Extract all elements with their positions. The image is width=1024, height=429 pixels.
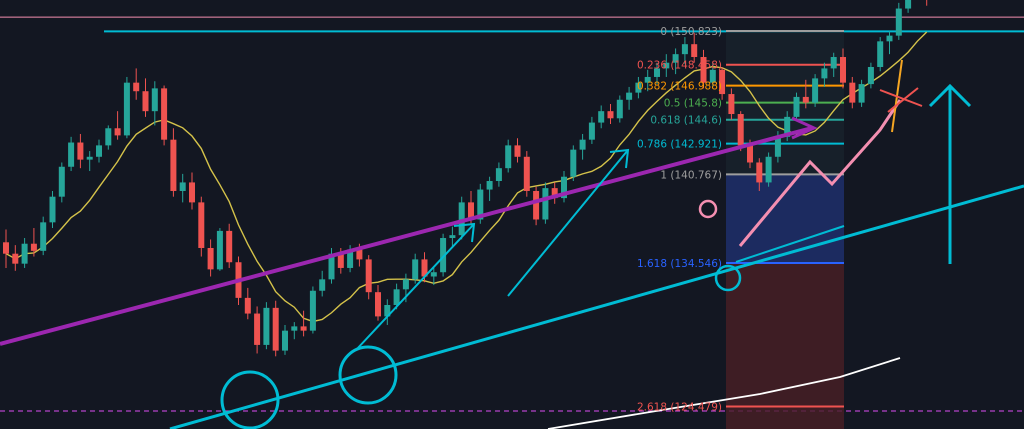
fib-band-red xyxy=(726,263,844,429)
horizontal-levels-layer xyxy=(0,0,1024,411)
candle-body-65 xyxy=(608,111,614,118)
candle-body-2 xyxy=(22,244,28,264)
candle-body-4 xyxy=(40,222,46,251)
candle-body-61 xyxy=(570,150,576,177)
candle-body-56 xyxy=(524,157,530,191)
candle-body-97 xyxy=(905,0,911,9)
fib-labels-layer: 0 (150.823) 0.236 (148.458) 0.382 (146.988… xyxy=(637,26,722,413)
candle-body-85 xyxy=(794,97,800,117)
fib-band-blue xyxy=(726,174,844,263)
candle-body-55 xyxy=(515,145,521,156)
candle-body-21 xyxy=(198,202,204,248)
candle-body-30 xyxy=(282,331,288,351)
candle-body-46 xyxy=(431,272,437,276)
candle-body-42 xyxy=(394,289,400,305)
fib-label-8: 2.618 (124.479) xyxy=(637,401,722,413)
candle-body-1 xyxy=(12,254,18,264)
candle-body-0 xyxy=(3,242,9,253)
candle-body-93 xyxy=(868,67,874,84)
candle-body-3 xyxy=(31,244,37,251)
candle-body-8 xyxy=(77,143,83,160)
candle-body-92 xyxy=(859,84,865,103)
candle-body-31 xyxy=(291,326,297,330)
candle-body-17 xyxy=(161,88,167,139)
candle-body-66 xyxy=(617,100,623,119)
candle-body-33 xyxy=(310,291,316,331)
candle-body-64 xyxy=(598,111,604,122)
candle-body-48 xyxy=(449,235,455,238)
candle-body-5 xyxy=(50,197,56,223)
fibonacci-layer xyxy=(726,31,844,429)
candle-body-54 xyxy=(505,145,511,168)
candle-body-73 xyxy=(682,44,688,54)
candle-body-67 xyxy=(626,93,632,100)
fib-label-4: 0.618 (144.6) xyxy=(650,115,722,127)
slow-moving-average-line xyxy=(548,358,900,429)
candle-body-26 xyxy=(245,298,251,314)
candle-body-91 xyxy=(849,83,855,103)
candle-body-12 xyxy=(115,128,121,135)
candle-body-95 xyxy=(887,36,893,42)
fib-label-7: 1.618 (134.546) xyxy=(637,258,722,270)
candle-body-87 xyxy=(812,78,818,102)
candle-body-22 xyxy=(208,248,214,269)
candle-body-79 xyxy=(738,114,744,145)
candle-body-63 xyxy=(589,123,595,140)
channel-line xyxy=(0,128,812,344)
red-cross-line-1 xyxy=(880,90,922,106)
candle-body-44 xyxy=(412,259,418,279)
candle-body-80 xyxy=(747,145,753,162)
candle-body-23 xyxy=(217,231,223,269)
candle-body-32 xyxy=(301,326,307,330)
pink-circle-marker xyxy=(700,201,716,217)
candle-body-57 xyxy=(533,191,539,220)
candle-body-13 xyxy=(124,83,130,136)
fib-label-2: 0.382 (146.988) xyxy=(637,81,722,93)
support-circle-2 xyxy=(340,347,396,403)
candle-body-52 xyxy=(487,181,493,190)
fib-label-3: 0.5 (145.8) xyxy=(664,98,722,110)
candle-body-9 xyxy=(87,157,93,160)
fib-label-1: 0.236 (148.458) xyxy=(637,60,722,72)
candle-body-10 xyxy=(96,145,102,156)
candle-body-19 xyxy=(180,182,186,191)
candle-body-96 xyxy=(896,9,902,36)
candle-body-90 xyxy=(840,57,846,83)
candle-body-58 xyxy=(542,188,548,219)
candle-body-11 xyxy=(105,128,111,145)
red-cross-line-2 xyxy=(888,88,918,112)
candle-body-24 xyxy=(226,231,232,262)
candle-body-43 xyxy=(403,279,409,289)
candle-body-74 xyxy=(691,44,697,57)
candle-body-40 xyxy=(375,292,381,316)
candle-body-15 xyxy=(143,91,149,111)
candle-body-39 xyxy=(366,259,372,292)
candle-body-20 xyxy=(189,182,195,202)
candle-body-83 xyxy=(775,137,781,157)
candle-body-53 xyxy=(496,168,502,181)
candle-body-34 xyxy=(319,279,325,290)
candle-body-81 xyxy=(756,162,762,182)
fib-label-6: 1 (140.767) xyxy=(660,169,722,181)
candle-body-7 xyxy=(68,143,74,167)
candle-body-18 xyxy=(170,140,176,191)
candle-body-6 xyxy=(59,167,65,197)
fib-label-0: 0 (150.823) xyxy=(660,26,722,38)
candle-body-88 xyxy=(821,68,827,78)
candle-body-16 xyxy=(152,88,158,111)
fib-label-5: 0.786 (142.921) xyxy=(637,139,722,151)
ascending-trendline xyxy=(170,186,1024,429)
candle-body-62 xyxy=(580,140,586,150)
candle-body-78 xyxy=(728,94,734,114)
candle-body-89 xyxy=(831,57,837,68)
candle-body-94 xyxy=(877,41,883,67)
candle-body-82 xyxy=(766,157,772,183)
candle-body-14 xyxy=(133,83,139,92)
candle-body-86 xyxy=(803,97,809,103)
candle-body-29 xyxy=(273,308,279,351)
drawings-layer xyxy=(0,60,1024,429)
candle-body-27 xyxy=(254,314,260,345)
candle-body-28 xyxy=(263,308,269,345)
